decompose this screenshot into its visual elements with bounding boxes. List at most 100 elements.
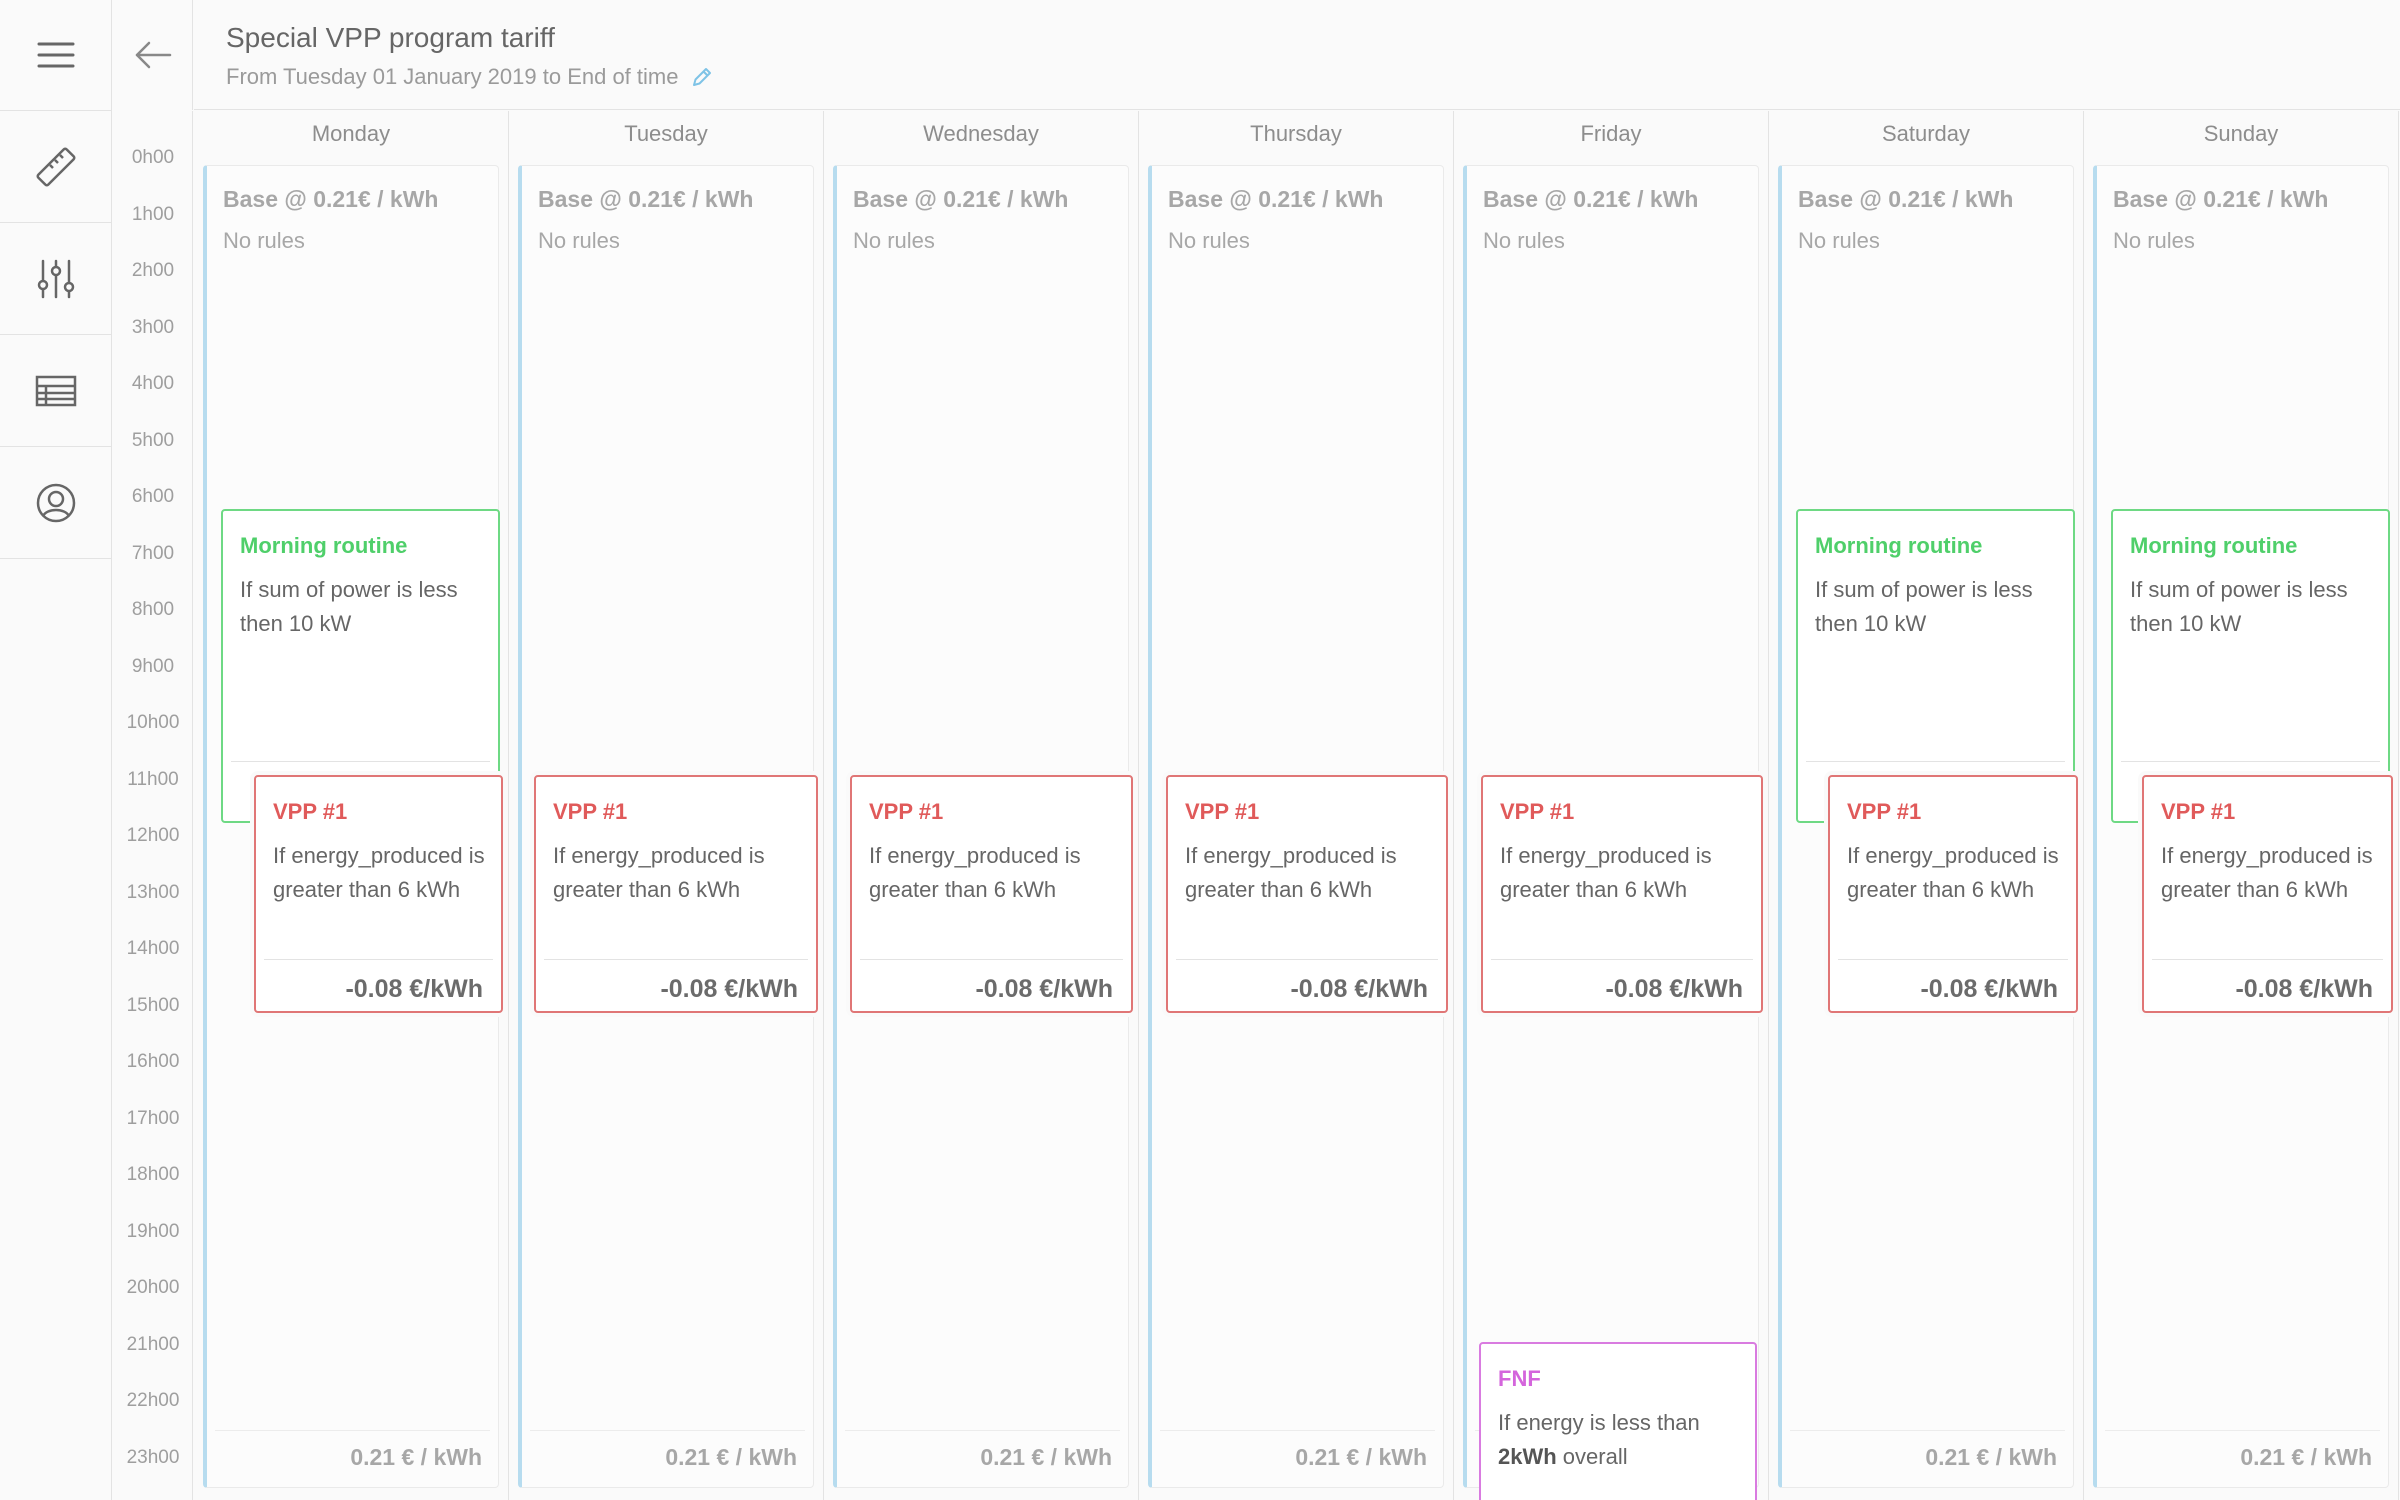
day-header: Thursday bbox=[1250, 121, 1342, 146]
hour-label: 20h00 bbox=[126, 1277, 180, 1298]
divider bbox=[2152, 959, 2383, 960]
back-button[interactable] bbox=[113, 0, 193, 110]
divider bbox=[2121, 761, 2380, 762]
hour-label: 7h00 bbox=[131, 542, 175, 564]
sidebar-item-table[interactable] bbox=[0, 336, 111, 447]
rule-name: Morning routine bbox=[1815, 533, 1983, 558]
base-tariff-rules: No rules bbox=[1798, 228, 1880, 253]
base-tariff-title: Base @ 0.21€ / kWh bbox=[853, 186, 1069, 212]
divider bbox=[1491, 959, 1753, 960]
divider bbox=[530, 1430, 805, 1431]
rule-description: If energy_produced is greater than 6 kWh bbox=[1500, 843, 1712, 902]
edit-date-button[interactable] bbox=[690, 65, 714, 89]
rule-card-vpp[interactable]: VPP #1 If energy_produced is greater tha… bbox=[1828, 775, 2078, 1013]
rule-price: -0.08 €/kWh bbox=[660, 975, 798, 1003]
rule-card-vpp[interactable]: VPP #1 If energy_produced is greater tha… bbox=[2142, 775, 2393, 1013]
sidebar-item-account[interactable] bbox=[0, 448, 111, 559]
rule-description: If sum of power is less then 10 kW bbox=[240, 577, 458, 636]
hour-label: 9h00 bbox=[131, 655, 175, 677]
day-column-saturday: Saturday Base @ 0.21€ / kWh No rules 0.2… bbox=[1769, 111, 2084, 1500]
rule-card-morning-routine[interactable]: Morning routine If sum of power is less … bbox=[2111, 509, 2390, 823]
hour-label: 0h00 bbox=[131, 147, 175, 168]
rule-description: If energy_produced is greater than 6 kWh bbox=[273, 843, 485, 902]
divider bbox=[1176, 959, 1438, 960]
base-tariff-price: 0.21 € / kWh bbox=[665, 1444, 797, 1470]
menu-button[interactable] bbox=[0, 0, 111, 111]
hour-label: 14h00 bbox=[126, 938, 180, 959]
rule-price: -0.08 €/kWh bbox=[1605, 975, 1743, 1003]
sidebar-item-settings[interactable] bbox=[0, 224, 111, 335]
rule-name: Morning routine bbox=[240, 533, 408, 558]
rule-description: If sum of power is less then 10 kW bbox=[1815, 577, 2033, 636]
base-tariff-price: 0.21 € / kWh bbox=[1295, 1444, 1427, 1470]
rule-card-vpp[interactable]: VPP #1 If energy_produced is greater tha… bbox=[534, 775, 818, 1013]
rule-price: -0.08 €/kWh bbox=[975, 975, 1113, 1003]
rule-price: -0.08 €/kWh bbox=[2235, 975, 2373, 1003]
rule-description: If energy is less than 2kWh overall bbox=[1498, 1406, 1743, 1474]
hour-label: 5h00 bbox=[131, 429, 175, 451]
base-tariff-title: Base @ 0.21€ / kWh bbox=[2113, 186, 2329, 212]
base-tariff-rules: No rules bbox=[223, 228, 305, 253]
divider bbox=[1790, 1430, 2065, 1431]
rule-card-vpp[interactable]: VPP #1 If energy_produced is greater tha… bbox=[254, 775, 503, 1013]
base-tariff-rules: No rules bbox=[1168, 228, 1250, 253]
sliders-icon bbox=[37, 259, 74, 299]
rule-name: VPP #1 bbox=[1500, 799, 1575, 824]
divider bbox=[860, 959, 1123, 960]
hour-label: 21h00 bbox=[126, 1333, 180, 1355]
rule-name: Morning routine bbox=[2130, 533, 2298, 558]
divider bbox=[2105, 1430, 2380, 1431]
base-tariff-rules: No rules bbox=[1483, 228, 1565, 253]
pencil-icon bbox=[693, 68, 712, 86]
divider bbox=[544, 959, 808, 960]
divider bbox=[264, 959, 493, 960]
rule-description: If energy_produced is greater than 6 kWh bbox=[869, 843, 1081, 902]
day-header: Tuesday bbox=[624, 121, 708, 146]
hour-label: 8h00 bbox=[131, 599, 175, 620]
hour-label: 3h00 bbox=[131, 316, 175, 338]
rule-price: -0.08 €/kWh bbox=[345, 975, 483, 1003]
hour-label: 11h00 bbox=[127, 768, 179, 790]
hour-label: 13h00 bbox=[126, 881, 180, 903]
day-header: Saturday bbox=[1881, 121, 1971, 146]
base-tariff-rules: No rules bbox=[853, 228, 935, 253]
sidebar bbox=[0, 0, 112, 1500]
day-column-thursday: Thursday Base @ 0.21€ / kWh No rules 0.2… bbox=[1139, 111, 1454, 1500]
rule-description-value: 2kWh bbox=[1498, 1444, 1557, 1469]
menu-icon bbox=[37, 42, 74, 68]
base-tariff-price: 0.21 € / kWh bbox=[350, 1444, 482, 1470]
base-tariff-title: Base @ 0.21€ / kWh bbox=[1798, 186, 2014, 212]
ruler-icon bbox=[35, 147, 76, 187]
hour-label: 17h00 bbox=[126, 1107, 180, 1129]
day-header: Wednesday bbox=[923, 121, 1039, 146]
day-header: Friday bbox=[1580, 121, 1642, 146]
rule-name: VPP #1 bbox=[273, 799, 348, 824]
rule-description: If energy_produced is greater than 6 kWh bbox=[1185, 843, 1397, 902]
base-tariff-price: 0.21 € / kWh bbox=[1925, 1444, 2057, 1470]
hour-label: 19h00 bbox=[126, 1220, 180, 1242]
page-subtitle: From Tuesday 01 January 2019 to End of t… bbox=[226, 64, 714, 90]
day-column-monday: Monday Base @ 0.21€ / kWh No rules 0.21 … bbox=[194, 111, 509, 1500]
rule-name: VPP #1 bbox=[1185, 799, 1260, 824]
rule-card-vpp[interactable]: VPP #1 If energy_produced is greater tha… bbox=[1166, 775, 1448, 1013]
hour-label: 18h00 bbox=[126, 1164, 180, 1185]
day-column-friday: Friday Base @ 0.21€ / kWh No rules 0.21 … bbox=[1454, 111, 1769, 1500]
rule-card-vpp[interactable]: VPP #1 If energy_produced is greater tha… bbox=[850, 775, 1133, 1013]
hour-label: 10h00 bbox=[126, 712, 180, 733]
page-title: Special VPP program tariff bbox=[226, 22, 555, 53]
sidebar-item-ruler[interactable] bbox=[0, 112, 111, 223]
base-tariff-rules: No rules bbox=[538, 228, 620, 253]
rule-card-fnf[interactable]: FNF If energy is less than 2kWh overall bbox=[1479, 1342, 1757, 1500]
divider bbox=[1806, 761, 2065, 762]
rule-price: -0.08 €/kWh bbox=[1290, 975, 1428, 1003]
day-header: Monday bbox=[311, 121, 391, 146]
rule-name: VPP #1 bbox=[2161, 799, 2236, 824]
rule-card-vpp[interactable]: VPP #1 If energy_produced is greater tha… bbox=[1481, 775, 1763, 1013]
rule-card-morning-routine[interactable]: Morning routine If sum of power is less … bbox=[221, 509, 500, 823]
day-column-sunday: Sunday Base @ 0.21€ / kWh No rules 0.21 … bbox=[2084, 111, 2399, 1500]
rule-card-morning-routine[interactable]: Morning routine If sum of power is less … bbox=[1796, 509, 2075, 823]
base-tariff-title: Base @ 0.21€ / kWh bbox=[1483, 186, 1699, 212]
day-header: Sunday bbox=[2203, 121, 2279, 146]
arrow-left-icon bbox=[135, 41, 171, 69]
hour-label: 22h00 bbox=[126, 1390, 180, 1411]
